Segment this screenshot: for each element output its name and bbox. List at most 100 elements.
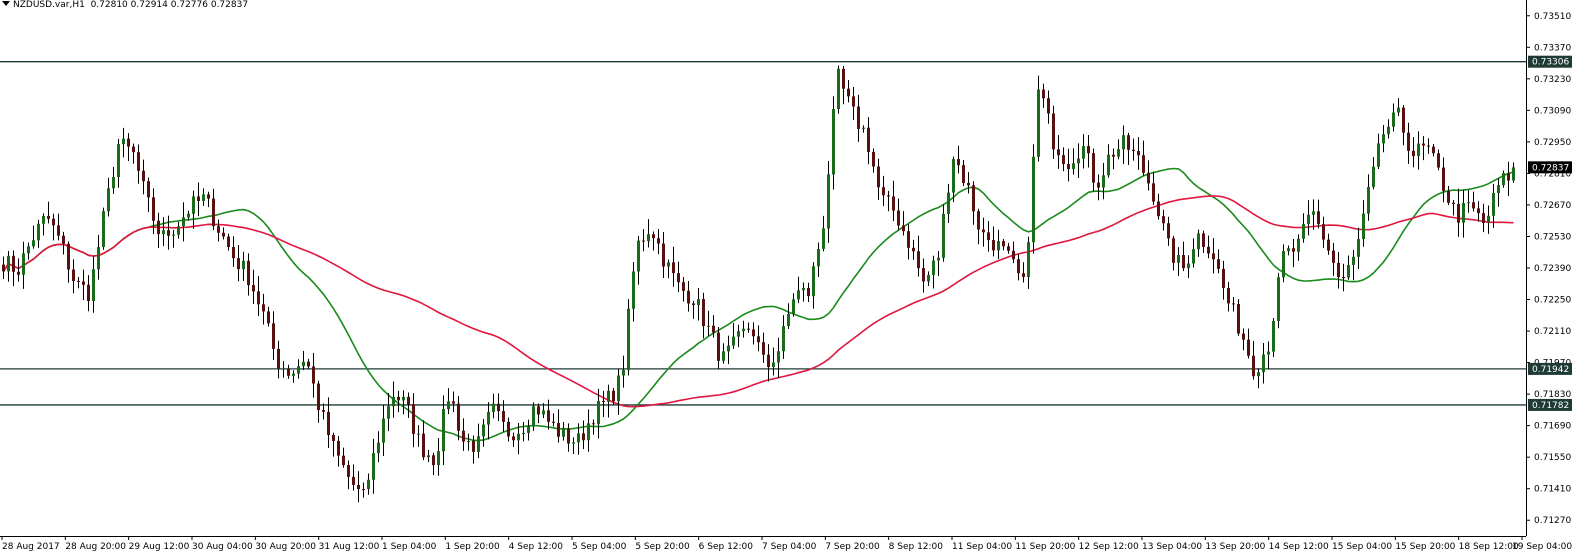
candle: [457, 396, 460, 441]
candles: [2, 65, 1515, 503]
candle-body: [62, 235, 65, 244]
candle-body: [642, 240, 645, 242]
candle: [287, 364, 290, 379]
candle-body: [1357, 239, 1360, 257]
candle-body: [597, 400, 600, 425]
candle-body: [567, 428, 570, 444]
candle: [742, 320, 745, 338]
candle-body: [982, 229, 985, 233]
candle: [567, 423, 570, 452]
horizontal-lines[interactable]: [0, 61, 1526, 406]
candle: [1477, 201, 1480, 222]
candle-body: [1062, 155, 1065, 165]
candle-body: [1177, 254, 1180, 263]
candle-body: [372, 453, 375, 480]
candle-body: [1037, 89, 1040, 157]
candle: [1067, 148, 1070, 182]
candle: [67, 241, 70, 283]
candle: [312, 352, 315, 398]
candle-body: [217, 226, 220, 233]
candle-body: [652, 234, 655, 239]
candle-body: [17, 271, 20, 275]
candle: [947, 183, 950, 224]
low-value: 0.72776: [170, 0, 208, 10]
candle-body: [1477, 208, 1480, 214]
price-tag-box: [1528, 398, 1572, 411]
candle-body: [892, 196, 895, 211]
candle-body: [1132, 149, 1135, 151]
candle: [1092, 148, 1095, 192]
candle-body: [867, 127, 870, 152]
candle-body: [292, 373, 295, 376]
candle: [167, 215, 170, 250]
candle-body: [1012, 250, 1015, 260]
candle-body: [87, 284, 90, 302]
candle: [1022, 262, 1025, 283]
candle: [987, 220, 990, 252]
candle-body: [1142, 155, 1145, 173]
candle: [487, 402, 490, 440]
candle-body: [747, 328, 750, 330]
candle-body: [1072, 163, 1075, 170]
axes: 0.73510 0.73370 0.73230 0.73090 0.72950 0.728…: [0, 0, 1572, 552]
y-tick-label: 0.71690: [1534, 422, 1571, 432]
chart-menu-triangle-icon[interactable]: [2, 1, 10, 6]
candle-body: [47, 215, 50, 219]
candle-body: [1197, 233, 1200, 250]
candle-body: [467, 441, 470, 443]
candle: [612, 387, 615, 405]
candle: [897, 198, 900, 230]
candle: [1077, 143, 1080, 179]
candle-body: [1302, 224, 1305, 239]
candle: [1327, 233, 1330, 255]
candle: [1082, 134, 1085, 169]
candle: [42, 213, 45, 236]
candle-body: [1417, 143, 1420, 157]
candle-body: [527, 426, 530, 433]
candle-body: [1427, 145, 1430, 147]
candle: [1042, 83, 1045, 108]
x-tick-label: 6 Sep 12:00: [699, 542, 754, 552]
y-tick-label: 0.71550: [1534, 453, 1571, 463]
candle-body: [1002, 241, 1005, 247]
candle: [852, 87, 855, 121]
candle: [397, 390, 400, 413]
candle: [142, 159, 145, 195]
candle: [512, 432, 515, 447]
candle-body: [542, 410, 545, 415]
candle-body: [1047, 98, 1050, 114]
candle-body: [627, 308, 630, 370]
candle-body: [507, 421, 510, 437]
candle: [872, 148, 875, 173]
candle-body: [1247, 339, 1250, 356]
y-tick-label: 0.73090: [1534, 106, 1571, 116]
y-tick-label: 0.73510: [1534, 12, 1571, 22]
candle: [1437, 149, 1440, 171]
candle-body: [1267, 351, 1270, 355]
candle-body: [57, 225, 60, 236]
candle: [627, 299, 630, 376]
candle: [1097, 174, 1100, 201]
candle: [1322, 216, 1325, 248]
candle-body: [872, 151, 875, 167]
candle-body: [702, 299, 705, 327]
candle: [927, 271, 930, 287]
candle-body: [397, 396, 400, 401]
candle-body: [1147, 172, 1150, 184]
candle-body: [52, 218, 55, 226]
candle-body: [757, 336, 760, 343]
candle: [402, 390, 405, 415]
candle-body: [1472, 202, 1475, 209]
candle: [107, 177, 110, 217]
candle: [717, 327, 720, 370]
candle-body: [227, 236, 230, 247]
candle: [1102, 162, 1105, 200]
moving-average-slow: [2, 195, 1514, 408]
candle-body: [1367, 186, 1370, 214]
candle: [1027, 236, 1030, 289]
candle: [1262, 342, 1265, 384]
y-tick-label: 0.72810: [1534, 169, 1571, 179]
candle-body: [92, 269, 95, 302]
